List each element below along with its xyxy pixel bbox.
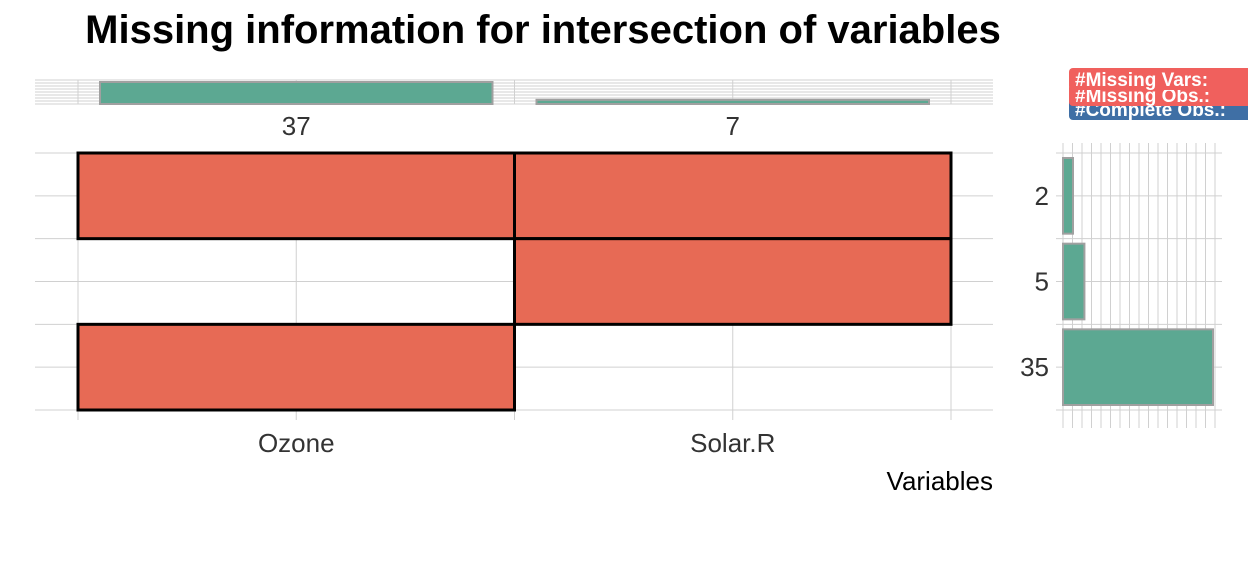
legend-label-box: [1069, 68, 1248, 90]
intersection-count-label: 35: [1020, 352, 1049, 382]
variable-count-labels: 37 7: [282, 111, 740, 141]
matrix-cell: [513, 237, 953, 326]
intersection-count-label: 2: [1035, 181, 1049, 211]
matrix-cell: [513, 151, 953, 241]
variable-count-label: 37: [282, 111, 311, 141]
variable-missing-bars: [99, 81, 930, 105]
legend: #Complete Obs.:#Missing Obs.:#Missing Va…: [1069, 68, 1248, 121]
matrix-cell: [76, 151, 516, 241]
intersection-count-bar: [1062, 328, 1214, 407]
variable-count-label: 7: [726, 111, 740, 141]
legend-label: #Missing Obs.:: [1075, 86, 1210, 107]
intersection-count-label: 5: [1035, 267, 1049, 297]
legend-label: #Missing Vars:: [1075, 70, 1208, 91]
x-axis-title: Variables: [887, 466, 993, 496]
matrix-cell: [76, 322, 516, 412]
intersection-matrix: [76, 151, 953, 412]
x-tick-labels: Ozone Solar.R: [258, 428, 775, 458]
variable-missing-bar: [99, 81, 494, 105]
intersection-count-bars: [1062, 157, 1214, 407]
x-tick-label: Solar.R: [690, 428, 775, 458]
intersection-count-labels: 2 5 35: [1020, 181, 1049, 382]
x-tick-label: Ozone: [258, 428, 335, 458]
chart-title: Missing information for intersection of …: [85, 8, 1001, 52]
intersection-count-bar: [1062, 157, 1074, 235]
intersection-count-bar: [1062, 242, 1086, 321]
variable-missing-bar: [535, 98, 930, 105]
